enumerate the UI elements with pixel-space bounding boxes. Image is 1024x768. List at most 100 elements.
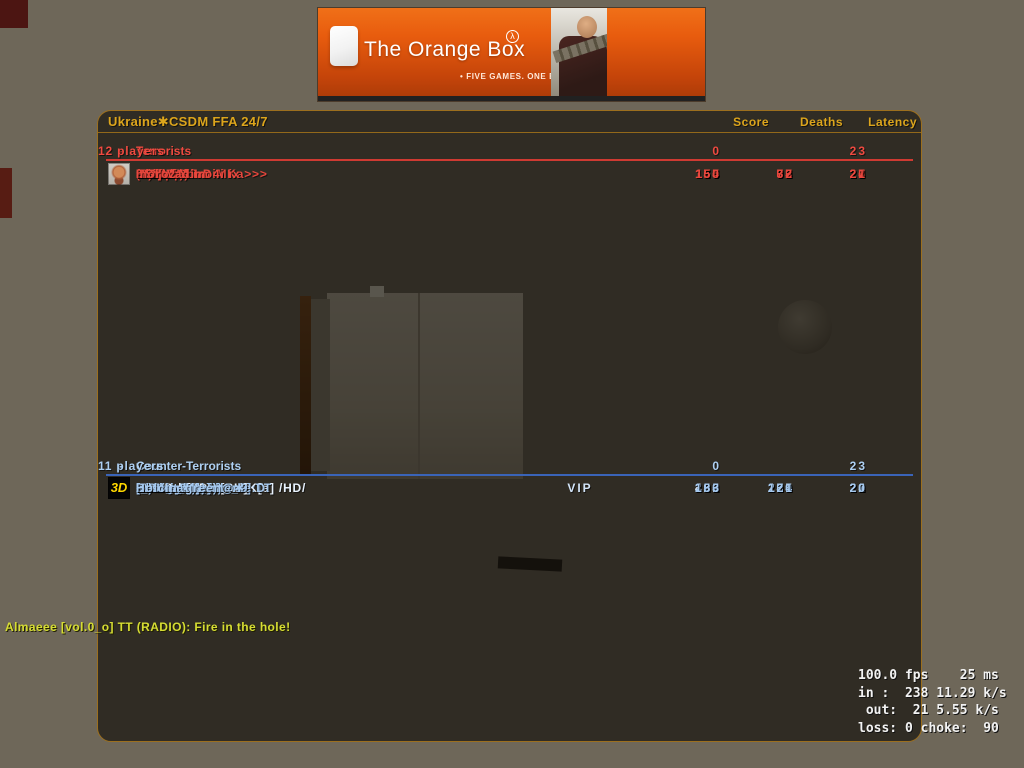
player-latency: 20 [849,481,867,495]
counter-terrorists-divider [106,474,913,476]
netgraph-in-line: in : 238 11.29 k/s [858,685,1007,701]
player-deaths: 53 [776,167,794,181]
player-deaths: 121 [767,481,794,495]
team-name: Terrorists [136,144,192,158]
player-score: 54 [703,167,721,181]
player-score: 78 [703,167,721,181]
column-header-latency: Latency [868,115,917,129]
player-name: Frod [136,167,166,181]
maroon-corner-block [0,0,28,28]
team-player-count: 12 players [98,144,165,158]
player-latency: 20 [849,481,867,495]
player-deaths: 57 [776,167,794,181]
player-latency: 26 [849,167,867,181]
player-deaths: 33 [776,167,794,181]
netgraph-stats: 100.0 fps 25 ms in : 238 11.29 k/s out: … [858,667,1007,737]
player-name: Davay Dosvidanie:D [136,481,266,495]
player-latency: 24 [849,481,867,495]
banner-tagline: • FIVE GAMES. ONE BOX. [460,72,572,81]
team-latency: 23 [849,459,867,473]
player-latency: 21 [849,481,867,495]
column-header-deaths: Deaths [799,115,843,129]
player-name: A.M.D | [3D]e[SH]K[a] /HD/ [136,481,307,495]
player-name: ^Valera^))) [136,481,207,495]
server-name: Ukraine✱CSDM FFA 24/7 [108,114,268,129]
maroon-edge-block [0,168,12,218]
player-name: (1)Snipe [136,481,190,495]
player-name: Bots_team / Len9 [136,481,249,495]
player-score: 83 [703,481,721,495]
player-deaths: 77 [776,167,794,181]
player-score: 310 [694,481,721,495]
player-latency: 26 [849,481,867,495]
terrorists-divider [106,159,913,161]
player-vip-tag: VIP [567,481,593,495]
team-latency: 23 [849,144,867,158]
player-latency: 29 [849,481,867,495]
player-deaths: 93 [776,167,794,181]
player-name: HeJI.ua [136,481,185,495]
player-name: 9 noob [136,167,181,181]
player-name: Chris :)) [136,167,190,181]
player-name: sosi nyblo:))) [136,481,223,495]
player-deaths: 94 [776,481,794,495]
player-score: 56 [703,167,721,181]
player-name: Bunker✱ white [136,481,232,495]
player-score: 96 [703,481,721,495]
player-name: .:Mix:. [136,167,177,181]
player-score: 133 [694,481,721,495]
player-latency: 21 [849,167,867,181]
team-player-count: 11 players [98,459,165,473]
player-name: Snipe [136,167,173,181]
scoreboard-panel: Ukraine✱CSDM FFA 24/7 Score Deaths Laten… [97,110,922,742]
player-score: 148 [694,167,721,181]
player-score: 76 [703,167,721,181]
player-name: 9 ska3al mo4i ix [136,167,241,181]
player-latency: 21 [849,481,867,495]
team-separator: - [118,459,122,473]
player-name: <<<AK-47-DiMKa>>> [136,167,268,181]
netgraph-fps-line: 100.0 fps 25 ms [858,668,999,683]
player-latency: 20 [849,167,867,181]
player-deaths: 91 [776,167,794,181]
player-score: 0 [712,167,721,181]
player-deaths: 250 [767,481,794,495]
player-latency: 20 [849,167,867,181]
player-latency: 23 [849,481,867,495]
player-deaths: 191 [767,481,794,495]
player-score: 57 [703,167,721,181]
player-deaths: 2 [785,167,794,181]
player-latency: 23 [849,167,867,181]
player-deaths: 105 [767,481,794,495]
player-deaths: 259 [767,481,794,495]
player-score: 73 [703,167,721,181]
banner-title: The Orange Box [364,38,526,61]
player-score: 65 [703,167,721,181]
player-deaths: 219 [767,481,794,495]
banner-bottom-strip [318,96,705,101]
player-name: Holcin_green@✱ [136,481,245,495]
netgraph-out-line: out: 21 5.55 k/s [858,703,999,718]
team-score: 0 [712,144,721,158]
player-avatar-icon: 3D [108,477,130,499]
player-latency: 27 [849,167,867,181]
player-latency: 28 [849,167,867,181]
player-score: 431 [694,481,721,495]
player-name: [_DeN_4K_] [136,481,212,495]
team-score: 0 [712,459,721,473]
player-name: MADZAL [136,167,192,181]
player-deaths: 99 [776,167,794,181]
player-score: 116 [695,167,721,181]
player-deaths: 65 [776,167,794,181]
banner-photos [551,8,705,96]
player-deaths: 62 [776,167,794,181]
player-latency: 20 [849,167,867,181]
column-header-score: Score [733,115,769,129]
player-score: 138 [694,481,721,495]
player-name: Almaeee [vol.0_o] TT [136,481,273,495]
player-deaths: 250 [767,481,794,495]
player-score: 55 [703,167,721,181]
heavy-head [577,16,597,38]
player-score: 205 [694,481,721,495]
